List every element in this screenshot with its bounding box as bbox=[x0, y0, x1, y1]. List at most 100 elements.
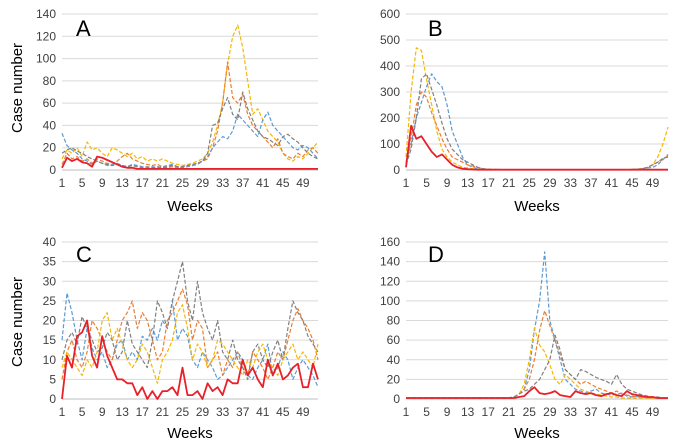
x-tick-label: 45 bbox=[625, 405, 639, 419]
x-tick-label: 25 bbox=[176, 405, 190, 419]
x-tick-label: 41 bbox=[605, 176, 619, 190]
x-tick-label: 29 bbox=[196, 176, 210, 190]
y-tick-label: 80 bbox=[387, 314, 401, 328]
y-tick-label: 300 bbox=[380, 85, 400, 99]
series-line bbox=[406, 334, 668, 399]
x-tick-label: 1 bbox=[59, 405, 66, 419]
x-tick-label: 5 bbox=[79, 405, 86, 419]
y-tick-label: 35 bbox=[43, 255, 57, 269]
x-tick-label: 25 bbox=[176, 176, 190, 190]
x-tick-label: 45 bbox=[276, 405, 290, 419]
x-tick-label: 49 bbox=[296, 405, 310, 419]
y-tick-label: 0 bbox=[393, 163, 400, 177]
y-tick-label: 60 bbox=[43, 96, 57, 110]
x-tick-label: 49 bbox=[646, 176, 660, 190]
x-tick-label: 25 bbox=[523, 405, 537, 419]
x-tick-label: 29 bbox=[196, 405, 210, 419]
x-tick-label: 9 bbox=[444, 405, 451, 419]
y-tick-label: 0 bbox=[49, 392, 56, 406]
series-line bbox=[406, 386, 668, 399]
y-axis-label: Case number bbox=[9, 43, 26, 133]
x-tick-label: 41 bbox=[605, 405, 619, 419]
y-tick-label: 200 bbox=[380, 111, 400, 125]
y-tick-label: 20 bbox=[43, 314, 57, 328]
x-tick-label: 29 bbox=[543, 405, 557, 419]
y-tick-label: 120 bbox=[380, 274, 400, 288]
panel-letter: D bbox=[428, 242, 444, 267]
series-line bbox=[61, 319, 319, 400]
panel-letter: A bbox=[76, 16, 91, 41]
panel-letter: C bbox=[76, 242, 92, 267]
series-line bbox=[61, 24, 319, 167]
x-tick-label: 33 bbox=[216, 176, 230, 190]
x-tick-label: 37 bbox=[236, 176, 250, 190]
y-tick-label: 40 bbox=[43, 235, 57, 249]
x-tick-label: 5 bbox=[79, 176, 86, 190]
x-tick-label: 49 bbox=[296, 176, 310, 190]
y-tick-label: 80 bbox=[43, 74, 57, 88]
y-tick-label: 25 bbox=[43, 294, 57, 308]
y-tick-label: 5 bbox=[49, 372, 56, 386]
x-axis-label: Weeks bbox=[167, 425, 213, 442]
y-tick-label: 15 bbox=[43, 333, 57, 347]
series-line bbox=[61, 111, 319, 169]
y-tick-label: 140 bbox=[36, 7, 56, 21]
panel-a: 0 20 40 60 80 100 120 140 1 5 9 13 17 21 25 29 33 37 41 45 4… bbox=[9, 7, 319, 215]
x-tick-label: 33 bbox=[564, 176, 578, 190]
x-tick-label: 5 bbox=[423, 405, 430, 419]
x-tick-label: 29 bbox=[543, 176, 557, 190]
x-tick-label: 17 bbox=[482, 405, 496, 419]
x-tick-label: 21 bbox=[156, 176, 170, 190]
y-tick-label: 20 bbox=[43, 141, 57, 155]
x-tick-label: 1 bbox=[403, 405, 410, 419]
y-tick-label: 30 bbox=[43, 274, 57, 288]
y-axis-label: Case number bbox=[9, 277, 26, 367]
x-tick-label: 17 bbox=[136, 405, 150, 419]
y-tick-label: 160 bbox=[380, 235, 400, 249]
x-tick-label: 41 bbox=[256, 176, 270, 190]
y-tick-label: 100 bbox=[36, 52, 56, 66]
x-tick-label: 25 bbox=[523, 176, 537, 190]
x-tick-label: 1 bbox=[59, 176, 66, 190]
x-tick-label: 13 bbox=[461, 405, 475, 419]
x-tick-label: 37 bbox=[584, 176, 598, 190]
x-tick-label: 21 bbox=[502, 176, 516, 190]
series-line bbox=[405, 124, 668, 171]
x-axis-label: Weeks bbox=[514, 425, 560, 442]
y-tick-label: 60 bbox=[387, 333, 401, 347]
x-tick-label: 45 bbox=[276, 176, 290, 190]
y-tick-label: 500 bbox=[380, 33, 400, 47]
y-tick-label: 120 bbox=[36, 29, 56, 43]
x-axis-label: Weeks bbox=[514, 198, 560, 215]
panel-letter: B bbox=[428, 16, 443, 41]
x-tick-label: 13 bbox=[116, 176, 130, 190]
x-tick-label: 33 bbox=[216, 405, 230, 419]
x-tick-label: 21 bbox=[502, 405, 516, 419]
x-tick-label: 33 bbox=[564, 405, 578, 419]
x-tick-label: 5 bbox=[423, 176, 430, 190]
y-tick-label: 0 bbox=[49, 163, 56, 177]
x-tick-label: 17 bbox=[482, 176, 496, 190]
y-tick-label: 400 bbox=[380, 59, 400, 73]
y-tick-label: 600 bbox=[380, 7, 400, 21]
series-line bbox=[406, 251, 668, 399]
x-tick-label: 13 bbox=[116, 405, 130, 419]
y-tick-label: 40 bbox=[43, 118, 57, 132]
y-tick-label: 140 bbox=[380, 255, 400, 269]
y-tick-label: 40 bbox=[387, 353, 401, 367]
series-line bbox=[61, 155, 318, 170]
x-tick-label: 49 bbox=[646, 405, 660, 419]
panel-d: 0 20 40 60 80 100 120 140 160 1 5 9 13 17 21 25 29 33 37 41… bbox=[380, 235, 668, 442]
x-tick-label: 37 bbox=[584, 405, 598, 419]
series-line bbox=[406, 310, 668, 399]
y-tick-label: 100 bbox=[380, 137, 400, 151]
x-tick-label: 9 bbox=[99, 176, 106, 190]
y-tick-label: 10 bbox=[43, 353, 57, 367]
panel-b: 0 100 200 300 400 500 600 1 5 9 13 17 21 25 29 33 37 41 45… bbox=[380, 7, 669, 215]
x-tick-label: 41 bbox=[256, 405, 270, 419]
series-line bbox=[406, 327, 668, 399]
x-tick-label: 13 bbox=[461, 176, 475, 190]
x-tick-label: 9 bbox=[444, 176, 451, 190]
